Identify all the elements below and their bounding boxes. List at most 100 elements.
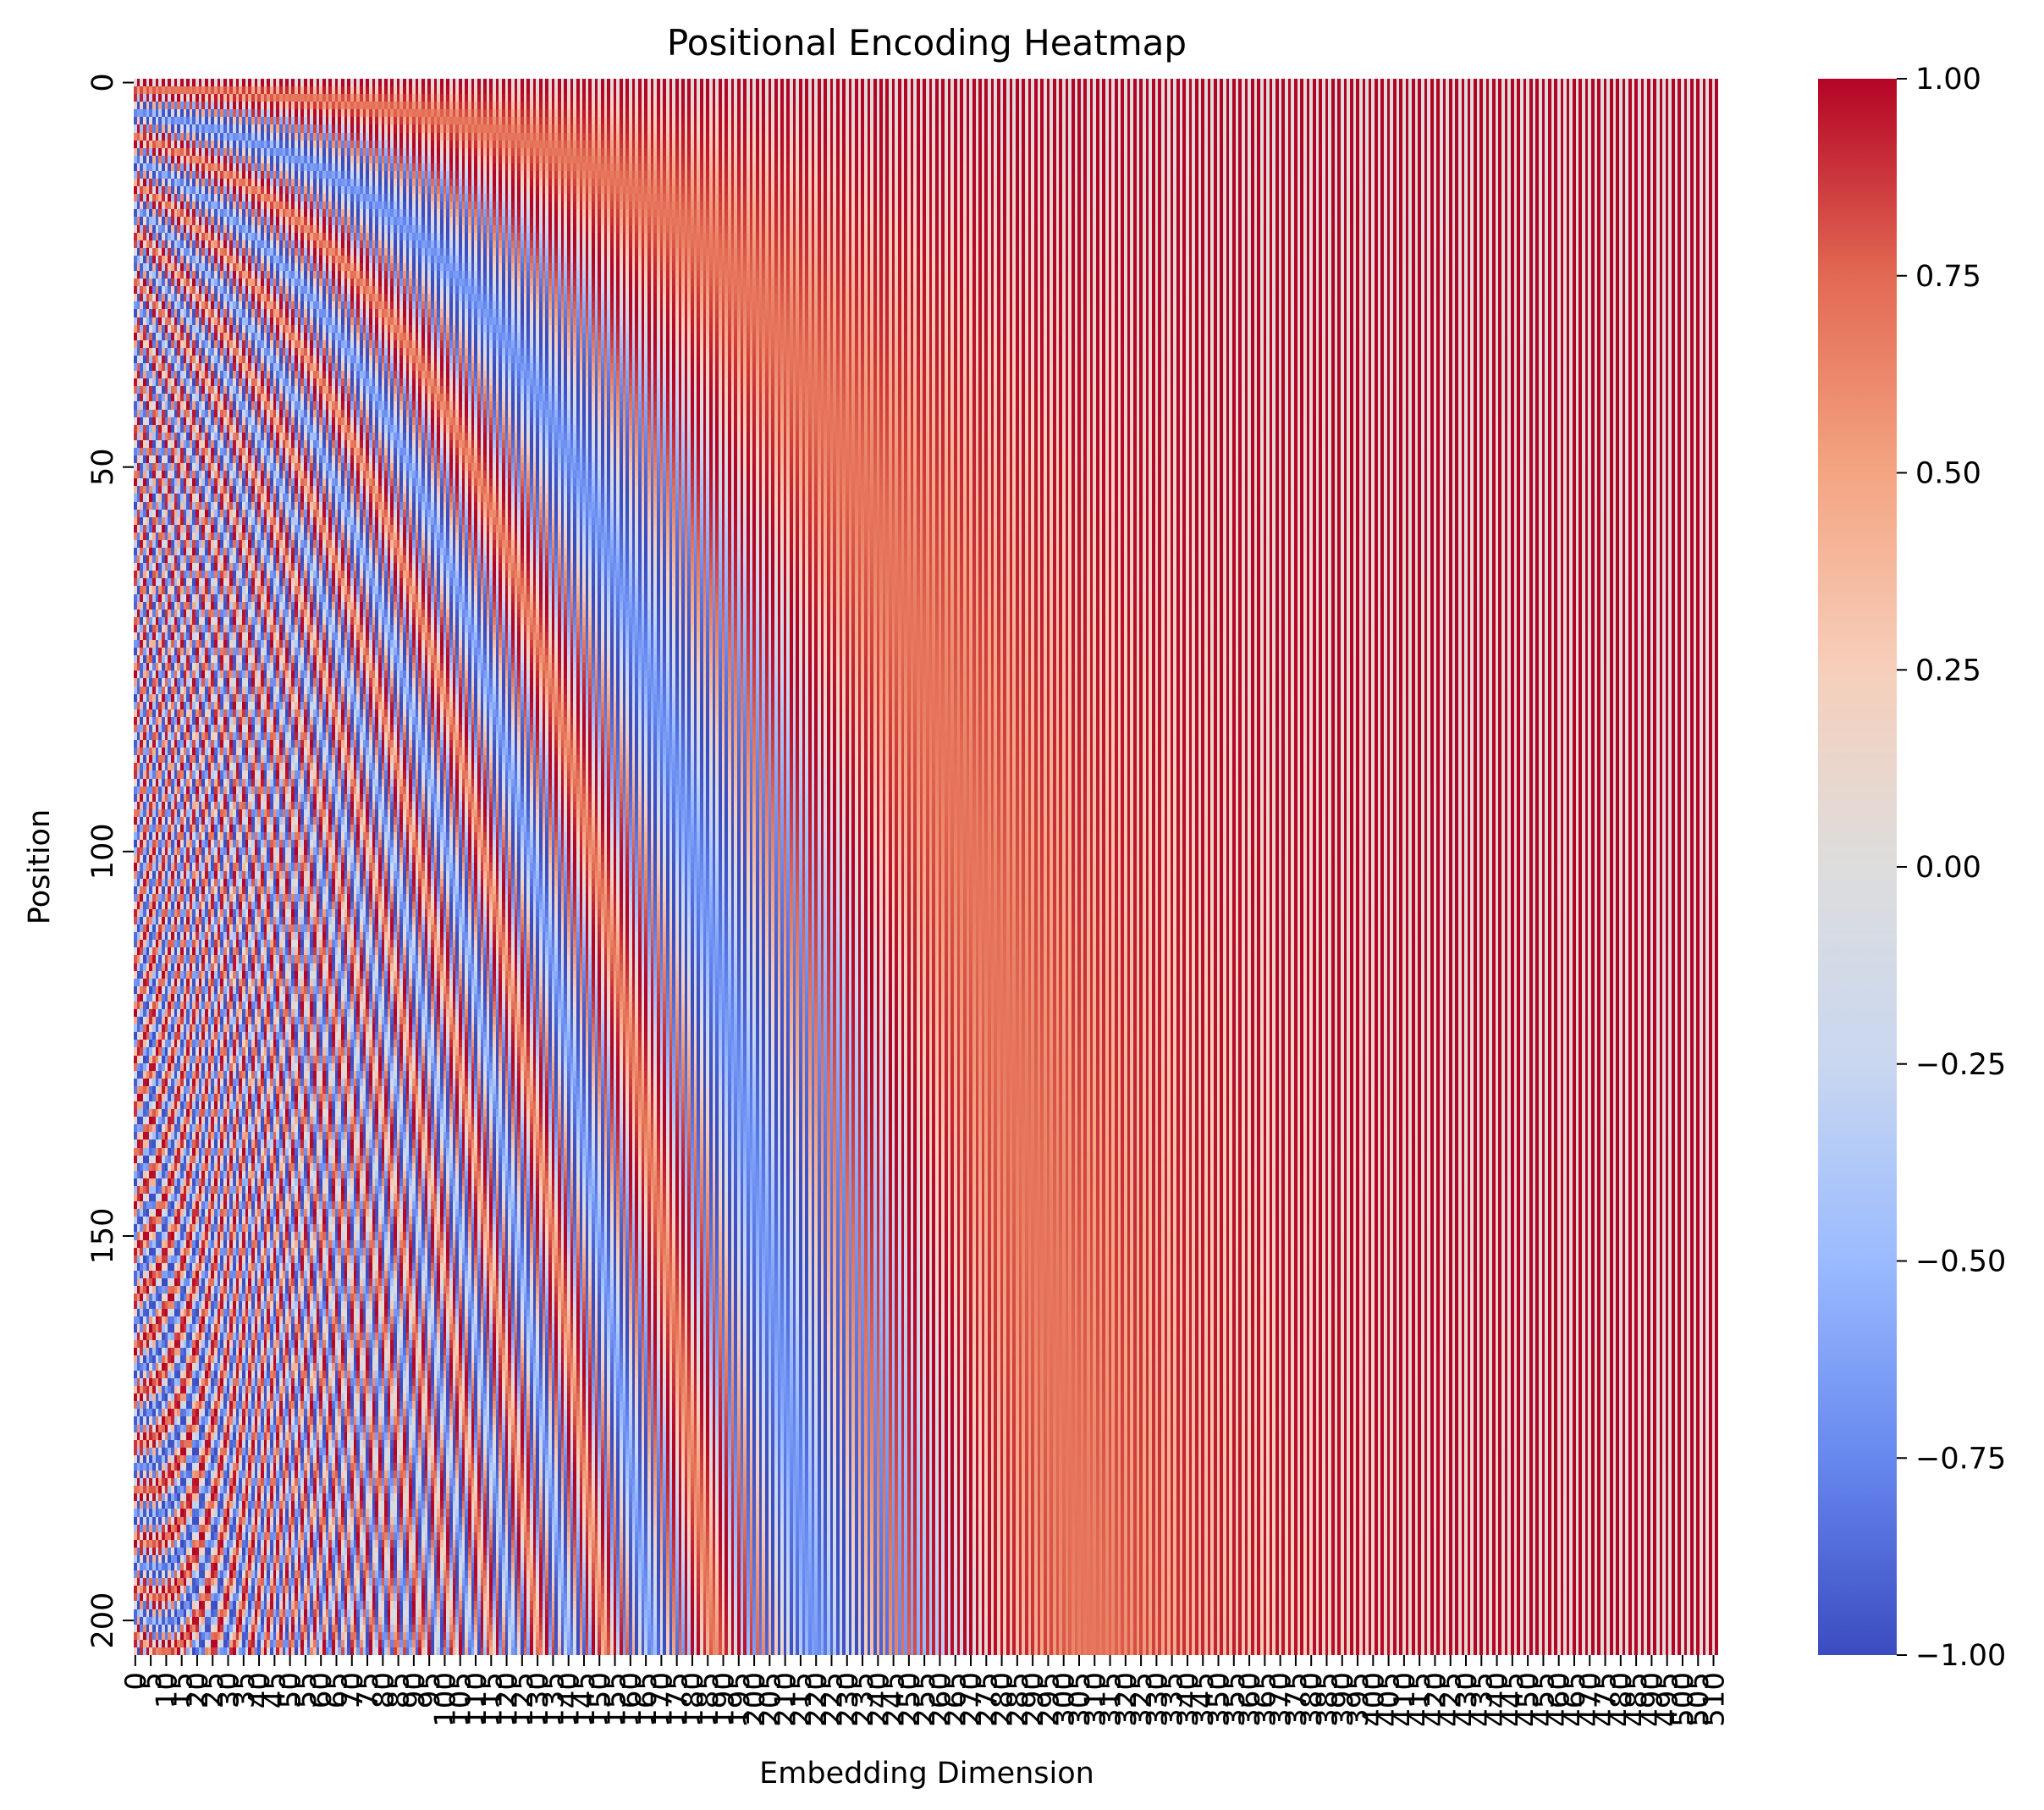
x-tick-label: 470 [1573, 1672, 1607, 1727]
x-tick-label: 490 [1635, 1672, 1669, 1727]
x-tick-label: 460 [1543, 1672, 1577, 1727]
colorbar [1818, 79, 1897, 1655]
x-tick-label: 40 [243, 1672, 277, 1708]
x-tick-label: 310 [1078, 1672, 1112, 1727]
x-tick-label: 465 [1558, 1672, 1592, 1727]
heatmap-plot-area [134, 79, 1718, 1655]
chart-title: Positional Encoding Heatmap [667, 22, 1187, 63]
x-tick-label: 145 [568, 1672, 602, 1727]
colorbar-tick-label: −0.75 [1915, 1442, 2006, 1476]
x-tick-label: 190 [708, 1672, 741, 1727]
colorbar-tick-label: −0.25 [1915, 1048, 2006, 1082]
x-tick-label: 260 [923, 1672, 957, 1727]
x-tick-label: 240 [862, 1672, 895, 1727]
x-tick-label: 480 [1605, 1672, 1639, 1727]
x-tick-label: 320 [1110, 1672, 1143, 1727]
x-tick-label: 175 [661, 1672, 695, 1727]
colorbar-tick-label: −1.00 [1915, 1639, 2006, 1673]
x-tick-label: 110 [460, 1672, 493, 1727]
x-tick-label: 505 [1682, 1672, 1716, 1727]
x-tick-label: 425 [1435, 1672, 1468, 1727]
x-tick-label: 250 [893, 1672, 927, 1727]
x-tick-label: 305 [1063, 1672, 1097, 1727]
x-tick-label: 330 [1140, 1672, 1174, 1727]
x-tick-label: 280 [986, 1672, 1020, 1727]
x-tick-label: 135 [537, 1672, 570, 1727]
x-tick-label: 5 [135, 1672, 168, 1691]
x-tick-label: 160 [614, 1672, 648, 1727]
x-tick-label: 360 [1233, 1672, 1267, 1727]
x-tick-label: 225 [815, 1672, 849, 1727]
x-tick-label: 100 [428, 1672, 462, 1727]
x-tick-label: 385 [1310, 1672, 1344, 1727]
x-tick-label: 365 [1248, 1672, 1282, 1727]
x-tick-label: 485 [1620, 1672, 1654, 1727]
x-tick-label: 70 [336, 1672, 370, 1708]
x-tick-label: 335 [1156, 1672, 1190, 1727]
x-tick-label: 165 [630, 1672, 664, 1727]
x-tick-label: 50 [274, 1672, 308, 1708]
x-tick-label: 45 [258, 1672, 292, 1708]
x-tick-label: 235 [846, 1672, 880, 1727]
x-tick-label: 380 [1295, 1672, 1329, 1727]
x-tick-label: 205 [753, 1672, 787, 1727]
x-tick-label: 500 [1667, 1672, 1700, 1727]
x-tick-label: 395 [1342, 1672, 1375, 1727]
y-tick-label: 150 [86, 1208, 120, 1265]
colorbar-tick-label: 0.50 [1915, 457, 1981, 491]
colorbar-tick-label: 0.00 [1915, 851, 1981, 885]
x-tick-label: 400 [1357, 1672, 1391, 1727]
x-tick-label: 10 [150, 1672, 184, 1708]
x-tick-label: 30 [212, 1672, 246, 1708]
x-tick-label: 375 [1280, 1672, 1314, 1727]
x-tick-label: 295 [1032, 1672, 1066, 1727]
x-tick-label: 315 [1094, 1672, 1128, 1727]
x-tick-label: 350 [1203, 1672, 1237, 1727]
x-tick-label: 415 [1403, 1672, 1437, 1727]
colorbar-tick-label: 0.25 [1915, 654, 1981, 687]
colorbar-tick-label: 0.75 [1915, 260, 1981, 294]
x-tick-label: 445 [1496, 1672, 1530, 1727]
x-tick-label: 290 [1016, 1672, 1050, 1727]
x-tick-label: 65 [320, 1672, 354, 1708]
colorbar-tick-label: −0.50 [1915, 1245, 2006, 1279]
x-tick-label: 90 [398, 1672, 432, 1708]
x-tick-label: 125 [506, 1672, 540, 1727]
x-tick-label: 220 [800, 1672, 834, 1727]
y-axis: 0 50 100 150 200 [86, 73, 134, 1649]
x-tick-label: 435 [1465, 1672, 1499, 1727]
x-tick-label: 0 [119, 1672, 153, 1691]
x-tick-label: 60 [305, 1672, 339, 1708]
x-tick-label: 410 [1388, 1672, 1422, 1727]
x-tick-label: 230 [831, 1672, 865, 1727]
x-tick-label: 510 [1698, 1672, 1732, 1727]
x-tick-label: 405 [1373, 1672, 1407, 1727]
x-axis-label: Embedding Dimension [759, 1757, 1094, 1791]
x-tick-label: 370 [1264, 1672, 1298, 1727]
x-tick-label: 75 [351, 1672, 385, 1708]
x-tick-label: 355 [1218, 1672, 1252, 1727]
x-tick-label: 430 [1450, 1672, 1484, 1727]
y-tick-label: 0 [86, 73, 120, 91]
colorbar-tick-label: 1.00 [1915, 63, 1981, 97]
x-tick-label: 345 [1187, 1672, 1220, 1727]
x-tick-label: 170 [645, 1672, 679, 1727]
x-tick-label: 80 [366, 1672, 400, 1708]
x-tick-label: 195 [723, 1672, 757, 1727]
x-tick-label: 340 [1171, 1672, 1205, 1727]
y-tick-label: 200 [86, 1592, 120, 1649]
x-tick-label: 210 [769, 1672, 803, 1727]
x-tick-label: 440 [1481, 1672, 1515, 1727]
x-tick-label: 275 [970, 1672, 1004, 1727]
x-tick-label: 215 [785, 1672, 818, 1727]
x-tick-label: 245 [878, 1672, 912, 1727]
x-tick-label: 450 [1512, 1672, 1545, 1727]
x-tick-label: 15 [166, 1672, 200, 1708]
heatmap-cells [134, 79, 1718, 1655]
x-tick-label: 265 [939, 1672, 973, 1727]
x-tick-label: 300 [1048, 1672, 1082, 1727]
x-tick-label: 55 [289, 1672, 323, 1708]
x-tick-label: 25 [196, 1672, 230, 1708]
x-tick-label: 420 [1419, 1672, 1452, 1727]
